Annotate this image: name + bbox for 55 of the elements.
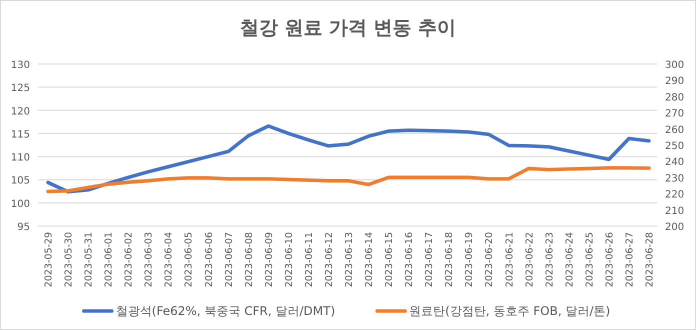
x-tick-label: 2023-06-10 [284,232,295,288]
y2-tick-label: 230 [665,173,684,184]
y2-tick-label: 200 [665,222,684,233]
x-tick-label: 2023-06-25 [584,232,596,288]
legend-label: 원료탄(강점탄, 동호주 FOB, 달러/톤) [409,304,610,318]
y-tick-label: 125 [10,83,30,94]
line-series [46,124,651,194]
y-tick-label: 105 [10,176,30,187]
x-tick-label: 2023-06-08 [244,232,255,288]
y2-tick-label: 250 [665,141,684,152]
legend-label: 철광석(Fe62%, 북중국 CFR, 달러/DMT) [116,304,336,318]
x-tick-label: 2023-06-15 [384,232,396,288]
y-tick-label: 100 [10,198,30,210]
y-tick-label: 95 [17,222,30,233]
x-tick-label: 2023-06-19 [464,232,476,288]
x-tick-label: 2023-06-09 [264,232,275,288]
x-tick-label: 2023-06-14 [364,232,376,288]
x-tick-label: 2023-06-24 [564,232,576,288]
y2-tick-label: 280 [665,92,684,104]
y2-tick-label: 220 [665,190,684,201]
x-tick-label: 2023-06-02 [124,232,135,288]
x-tick-label: 2023-06-18 [444,232,456,288]
x-tick-label: 2023-06-22 [524,232,536,288]
x-tick-label: 2023-06-01 [104,232,115,288]
y-tick-label: 130 [10,60,30,71]
line-series [46,166,651,194]
x-tick-label: 2023-06-03 [144,232,155,288]
x-tick-label: 2023-06-06 [204,232,215,288]
x-tick-label: 2023-06-16 [404,232,416,288]
y-tick-label: 115 [10,129,30,140]
x-tick-label: 2023-06-27 [624,232,636,288]
chart-title: 철강 원료 가격 변동 추이 [240,17,456,39]
x-tick-label: 2023-05-29 [44,232,55,288]
y2-tick-label: 240 [665,157,684,168]
x-tick-label: 2023-06-26 [604,232,616,288]
x-tick-label: 2023-05-31 [84,232,95,288]
x-tick-label: 2023-06-21 [504,232,516,288]
x-tick-label: 2023-06-11 [304,232,315,288]
y2-tick-label: 270 [665,108,684,120]
x-tick-label: 2023-06-17 [424,232,436,288]
x-tick-label: 2023-06-23 [544,232,556,288]
x-tick-label: 2023-06-05 [184,232,195,288]
x-tick-label: 2023-06-07 [224,232,235,288]
x-tick-label: 2023-05-30 [64,232,75,288]
x-tick-label: 2023-06-28 [644,232,656,288]
y2-tick-label: 300 [665,60,684,71]
x-tick-label: 2023-06-13 [344,232,355,288]
x-tick-label: 2023-06-20 [484,232,496,288]
x-tick-label: 2023-06-04 [164,232,175,288]
y-tick-label: 110 [10,152,30,164]
x-tick-label: 2023-06-12 [324,232,335,288]
y2-tick-label: 210 [665,206,684,217]
y2-tick-label: 290 [665,76,684,88]
y-tick-label: 120 [10,106,30,118]
y2-tick-label: 260 [665,124,684,136]
